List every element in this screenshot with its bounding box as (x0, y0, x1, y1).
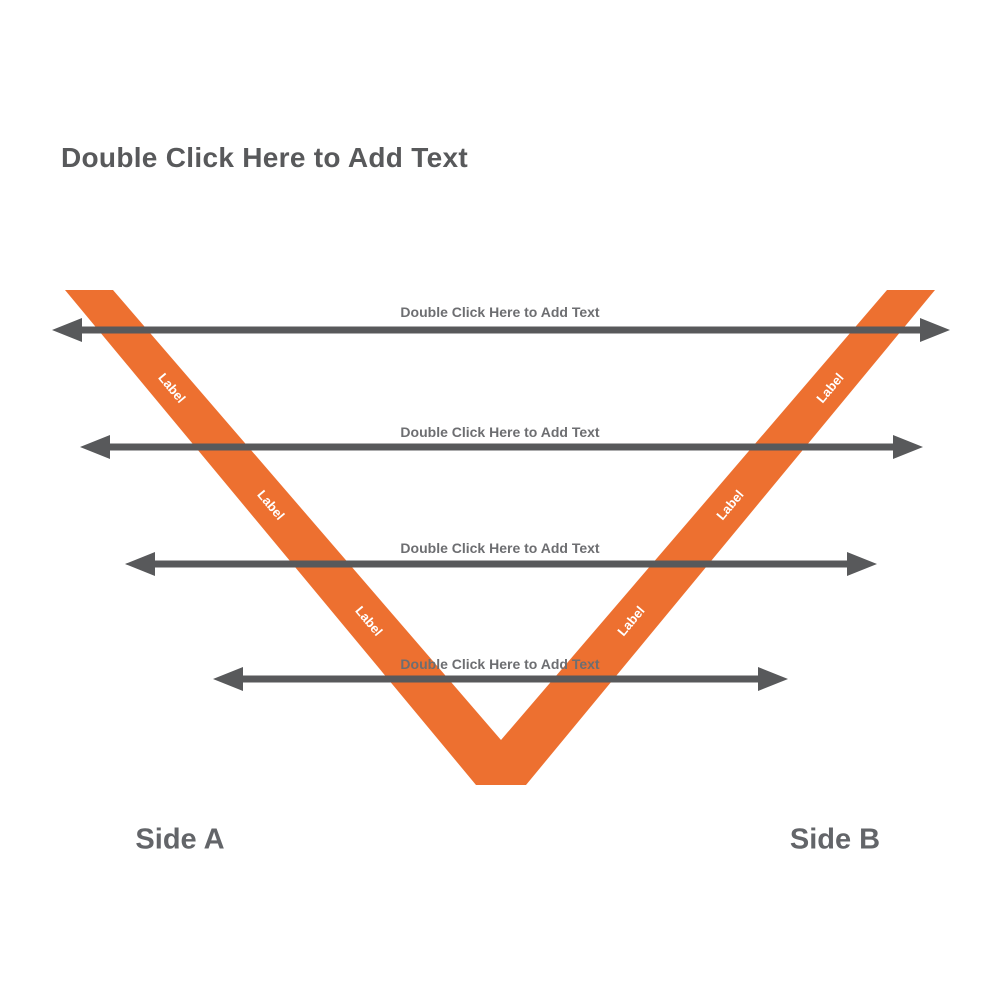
double-arrow-3[interactable] (125, 552, 877, 576)
double-arrow-1[interactable] (52, 318, 950, 342)
v-band-shape[interactable] (65, 290, 935, 785)
arrow-head-right-icon (758, 667, 788, 691)
arrow-head-left-icon (125, 552, 155, 576)
double-arrow-2[interactable] (80, 435, 923, 459)
arrow-head-left-icon (80, 435, 110, 459)
arrow-head-right-icon (920, 318, 950, 342)
arrow-head-right-icon (893, 435, 923, 459)
side-b-label[interactable]: Side B (789, 823, 881, 856)
arrow-head-right-icon (847, 552, 877, 576)
arrow-head-left-icon (52, 318, 82, 342)
diagram-title[interactable]: Double Click Here to Add Text (61, 142, 468, 173)
side-a-label[interactable]: Side A (135, 823, 225, 856)
arrow-head-left-icon (213, 667, 243, 691)
arrow-2-label[interactable]: Double Click Here to Add Text (400, 424, 600, 440)
arrow-4-label[interactable]: Double Click Here to Add Text (400, 656, 600, 672)
arrow-1-label[interactable]: Double Click Here to Add Text (400, 304, 600, 320)
arrow-3-label[interactable]: Double Click Here to Add Text (400, 540, 600, 556)
double-arrow-4[interactable] (213, 667, 788, 691)
